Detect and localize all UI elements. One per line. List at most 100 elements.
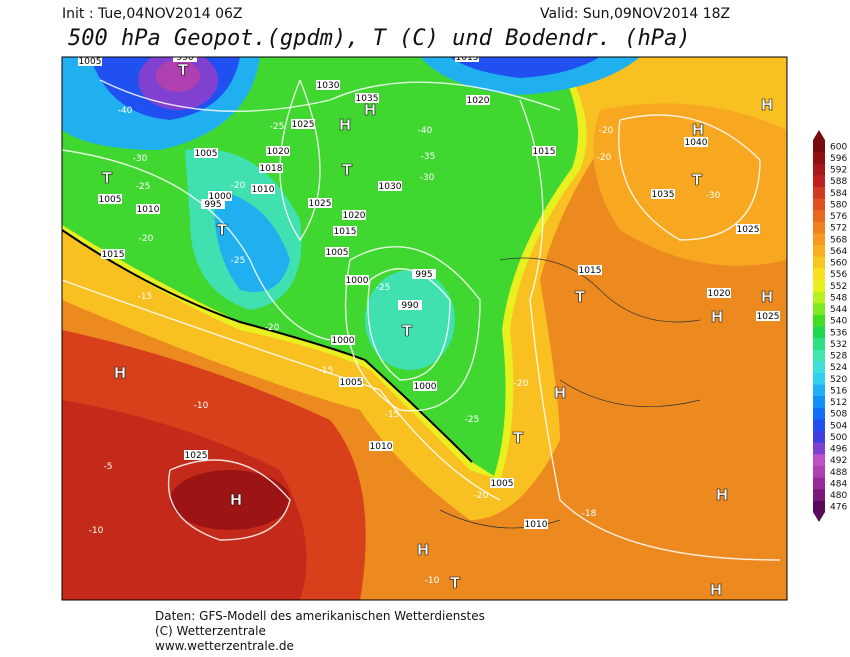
- temperature-label: -20: [139, 234, 154, 244]
- colorbar-swatch: [813, 279, 825, 292]
- colorbar-swatch: [813, 198, 825, 211]
- isobar-label-box: [339, 377, 363, 387]
- colorbar-label: 512: [830, 398, 847, 408]
- colorbar-swatch: [813, 267, 825, 280]
- colorbar-label: 536: [830, 328, 847, 338]
- pressure-center: H: [339, 116, 352, 134]
- colorbar-swatch: [813, 233, 825, 246]
- temperature-label: -40: [118, 106, 133, 116]
- pressure-center: H: [710, 581, 723, 599]
- colorbar-swatch: [813, 140, 825, 153]
- isobar-label: 1000: [332, 336, 355, 346]
- isobar-label: 1025: [757, 312, 780, 322]
- temperature-label: -5: [104, 462, 113, 472]
- colorbar-swatch: [813, 442, 825, 455]
- pressure-center: H: [761, 96, 774, 114]
- colorbar-swatch: [813, 314, 825, 327]
- isobar-label: 990: [401, 301, 418, 311]
- temperature-label: -15: [319, 366, 334, 376]
- colorbar-swatch: [813, 337, 825, 350]
- temperature-label: -25: [376, 283, 391, 293]
- temperature-label: -25: [465, 415, 480, 425]
- colorbar-label: 492: [830, 456, 847, 466]
- colorbar-label: 516: [830, 386, 847, 396]
- colorbar-swatch: [813, 256, 825, 269]
- isobar-label-box: [490, 478, 514, 488]
- isobar-label-box: [684, 137, 708, 147]
- colorbar-label: 600: [830, 142, 847, 152]
- colorbar-swatch: [813, 209, 825, 222]
- isobar-label: 1015: [102, 250, 125, 260]
- isobar-label-box: [101, 249, 125, 259]
- isobar-label: 1025: [737, 225, 760, 235]
- temperature-label: -20: [599, 126, 614, 136]
- isobar-label-box: [369, 441, 393, 451]
- colorbar-label: 592: [830, 166, 847, 176]
- colorbar-swatch: [813, 384, 825, 397]
- pressure-center: H: [716, 486, 729, 504]
- isobar-label-box: [78, 57, 102, 66]
- valid-time: Valid: Sun,09NOV2014 18Z: [540, 6, 730, 22]
- isobar-label-box: [756, 311, 780, 321]
- isobar-label: 1035: [356, 94, 379, 104]
- pressure-center: T: [217, 221, 228, 239]
- isobar-label-box: [651, 189, 675, 199]
- isobar-label: 1010: [525, 520, 548, 530]
- colorbar-swatch: [813, 395, 825, 408]
- isobar-label-box: [98, 194, 122, 204]
- colorbar-swatch: [813, 500, 825, 513]
- colorbar-label: 548: [830, 293, 847, 303]
- colorbar-label: 572: [830, 224, 847, 234]
- isobar-label-box: [455, 57, 479, 62]
- isobar-label: 1000: [414, 382, 437, 392]
- isobar-label-box: [355, 93, 379, 103]
- colorbar-swatch: [813, 221, 825, 234]
- isobar-label: 1025: [185, 451, 208, 461]
- pressure-center: H: [554, 384, 567, 402]
- isobar-label-box: [251, 184, 275, 194]
- isobar-label: 995: [415, 270, 432, 280]
- colorbar-label: 524: [830, 363, 847, 373]
- isobar-label-box: [524, 519, 548, 529]
- colorbar-swatch: [813, 151, 825, 164]
- isobar-label: 1005: [195, 149, 218, 159]
- isobar-label: 1015: [579, 266, 602, 276]
- temperature-label: -20: [514, 379, 529, 389]
- colorbar-label: 540: [830, 317, 847, 327]
- isobar-label: 1010: [370, 442, 393, 452]
- temperature-label: -35: [421, 152, 436, 162]
- isobar-label: 1005: [79, 57, 102, 67]
- isobar-label: 1005: [340, 378, 363, 388]
- isobar-label-box: [316, 80, 340, 90]
- colorbar-label: 588: [830, 177, 847, 187]
- temperature-label: -10: [89, 526, 104, 536]
- colorbar-top-arrow: [813, 130, 825, 140]
- temperature-label: -25: [270, 122, 285, 132]
- colorbar-label: 580: [830, 200, 847, 210]
- isobar-label: 1015: [533, 147, 556, 157]
- isobar-label-box: [325, 247, 349, 257]
- isobar-label-box: [378, 181, 402, 191]
- colorbar-swatch: [813, 174, 825, 187]
- colorbar-label: 532: [830, 340, 847, 350]
- colorbar-label: 504: [830, 421, 847, 431]
- colorbar-label: 576: [830, 212, 847, 222]
- colorbar-label: 528: [830, 352, 847, 362]
- isobar-label-box: [173, 57, 197, 62]
- isobar-label-box: [308, 198, 332, 208]
- colorbar-label: 544: [830, 305, 847, 315]
- temperature-label: -40: [418, 126, 433, 136]
- isobar-label: 1018: [260, 164, 283, 174]
- temperature-label: -20: [231, 181, 246, 191]
- isobar-label: 1030: [379, 182, 402, 192]
- isobar-label-box: [345, 275, 369, 285]
- temperature-label: -18: [582, 509, 597, 519]
- isobar-label-box: [466, 95, 490, 105]
- isobar-label-box: [266, 146, 290, 156]
- map-title: 500 hPa Geopot.(gpdm), T (C) und Bodendr…: [68, 26, 691, 51]
- colorbar-label: 476: [830, 503, 847, 513]
- colorbar-label: 508: [830, 410, 847, 420]
- isobar-label-box: [578, 265, 602, 275]
- isobar-label-box: [412, 269, 436, 279]
